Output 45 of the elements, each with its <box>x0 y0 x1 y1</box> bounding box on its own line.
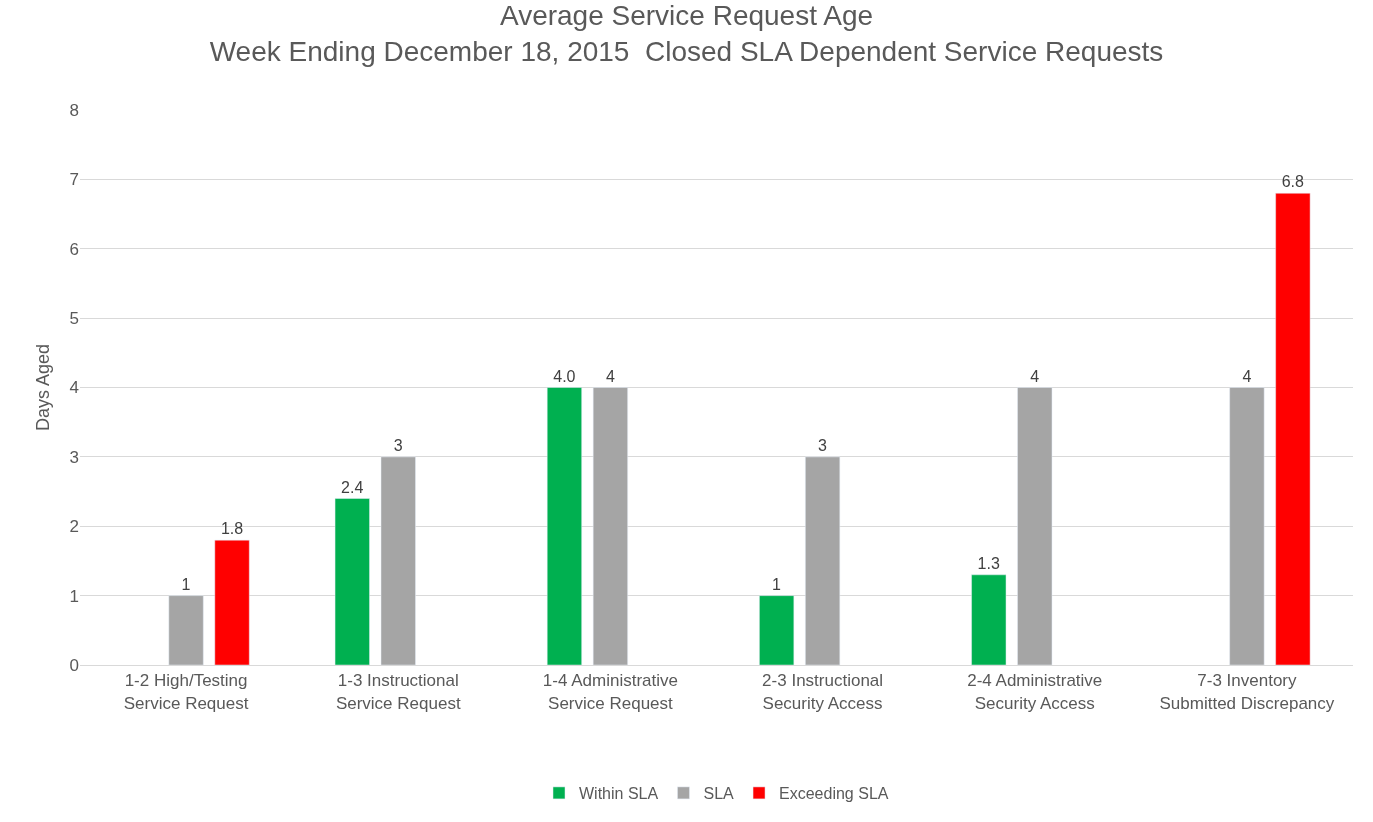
data-label: 6.8 <box>1281 173 1305 191</box>
chart-subtitle: Week Ending December 18, 2015 Closed SLA Dependent Service Requests <box>209 36 1164 68</box>
data-label: 1.8 <box>220 520 244 538</box>
chart-title: Average Service Request Age <box>499 0 874 31</box>
y-tick-label: 0 <box>69 655 79 675</box>
x-tick-label: 7-3 Inventory Submitted Discrepancy <box>1159 671 1335 713</box>
bar <box>1275 193 1311 665</box>
data-label: 1 <box>772 575 782 593</box>
y-axis-title: Days Aged <box>32 343 53 432</box>
bar <box>759 595 795 665</box>
x-tick-label: 2-3 Instructional Security Access <box>762 671 884 713</box>
x-tick-label: 1-3 Instructional Service Request <box>335 671 461 713</box>
bar <box>168 595 204 665</box>
bar <box>214 539 250 665</box>
y-tick-label: 7 <box>69 170 79 190</box>
bar <box>380 456 416 665</box>
bar <box>1017 387 1053 665</box>
bar <box>1229 387 1265 665</box>
bar <box>334 498 370 665</box>
data-label: 2.4 <box>341 478 364 496</box>
data-label: 1.3 <box>977 554 1000 572</box>
data-label: 3 <box>393 436 403 454</box>
y-tick-label: 6 <box>69 239 79 259</box>
y-tick-label: 8 <box>69 100 79 120</box>
bar <box>592 387 628 665</box>
y-tick-label: 3 <box>69 447 79 467</box>
data-label: 4.0 <box>553 367 576 385</box>
legend-label: SLA <box>703 785 735 803</box>
y-tick-label: 2 <box>69 517 79 537</box>
data-label: 4 <box>1030 367 1040 385</box>
x-tick-label: 2-4 Administrative Security Access <box>967 671 1103 713</box>
x-tick-label: 1-2 High/Testing Service Request <box>123 671 249 713</box>
bar <box>546 387 582 665</box>
legend-label: Within SLA <box>579 785 659 803</box>
data-label: 4 <box>605 367 615 385</box>
y-tick-label: 4 <box>69 378 79 398</box>
y-tick-label: 1 <box>69 586 79 606</box>
data-label: 4 <box>1242 367 1252 385</box>
legend-label: Exceeding SLA <box>779 785 889 803</box>
bar <box>805 456 841 665</box>
x-tick-label: 1-4 Administrative Service Request <box>542 671 678 713</box>
data-label: 3 <box>818 436 828 454</box>
bar <box>971 574 1007 665</box>
data-label: 1 <box>181 575 191 593</box>
y-tick-label: 5 <box>69 309 79 329</box>
